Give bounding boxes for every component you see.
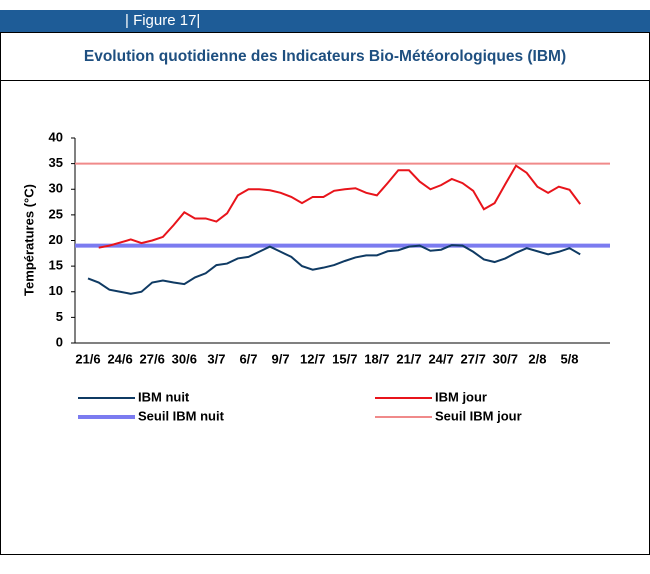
legend-label: Seuil IBM jour xyxy=(435,408,522,423)
legend-label: Seuil IBM nuit xyxy=(138,408,225,423)
x-tick-label: 9/7 xyxy=(272,351,290,366)
y-tick-label: 20 xyxy=(49,232,63,247)
figure-label: | Figure 17| xyxy=(125,12,200,29)
y-axis-label: Températures (°C) xyxy=(21,184,36,296)
x-tick-label: 5/8 xyxy=(560,351,578,366)
y-tick-label: 10 xyxy=(49,283,63,298)
y-tick-label: 0 xyxy=(56,334,63,349)
x-tick-label: 18/7 xyxy=(364,351,389,366)
legend-label: IBM jour xyxy=(435,389,487,404)
x-tick-label: 21/7 xyxy=(396,351,421,366)
x-tick-label: 12/7 xyxy=(300,351,325,366)
y-tick-label: 40 xyxy=(49,129,63,144)
y-tick-label: 5 xyxy=(56,309,63,324)
x-tick-label: 30/6 xyxy=(172,351,197,366)
x-tick-label: 24/7 xyxy=(428,351,453,366)
x-tick-label: 24/6 xyxy=(107,351,132,366)
x-tick-label: 30/7 xyxy=(493,351,518,366)
header-bar xyxy=(0,10,650,32)
legend-label: IBM nuit xyxy=(138,389,190,404)
frame xyxy=(0,32,650,555)
x-tick-label: 3/7 xyxy=(207,351,225,366)
y-tick-label: 15 xyxy=(49,258,63,273)
x-tick-label: 2/8 xyxy=(528,351,546,366)
y-tick-label: 30 xyxy=(49,181,63,196)
y-tick-label: 35 xyxy=(49,155,63,170)
x-tick-label: 27/7 xyxy=(461,351,486,366)
x-tick-label: 15/7 xyxy=(332,351,357,366)
x-tick-label: 6/7 xyxy=(239,351,257,366)
x-tick-label: 21/6 xyxy=(75,351,100,366)
series-line xyxy=(98,164,582,249)
series-line xyxy=(87,244,581,295)
chart-title: Evolution quotidienne des Indicateurs Bi… xyxy=(84,48,566,65)
y-tick-label: 25 xyxy=(49,206,63,221)
x-tick-label: 27/6 xyxy=(140,351,165,366)
